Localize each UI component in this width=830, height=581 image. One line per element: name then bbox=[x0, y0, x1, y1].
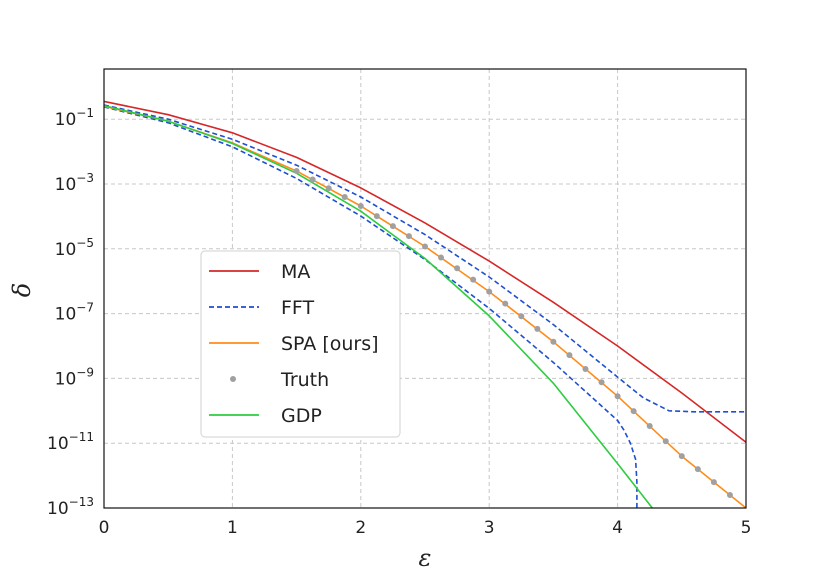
y-tick-label: 10−3 bbox=[55, 171, 94, 195]
legend-label: GDP bbox=[281, 405, 322, 427]
x-tick-label: 4 bbox=[612, 518, 623, 538]
x-tick-label: 5 bbox=[741, 518, 752, 538]
y-tick-label: 10−9 bbox=[55, 365, 94, 389]
truth-marker bbox=[630, 408, 637, 415]
truth-marker bbox=[373, 213, 380, 220]
x-tick-label: 2 bbox=[355, 518, 366, 538]
y-tick-label: 10−1 bbox=[55, 106, 94, 130]
legend-label: SPA [ours] bbox=[281, 333, 379, 355]
truth-marker bbox=[646, 423, 653, 430]
legend-label: MA bbox=[281, 261, 310, 283]
legend: MA FFT SPA [ours] Truth GDP bbox=[200, 250, 401, 438]
truth-marker bbox=[293, 168, 300, 175]
x-tick-label: 1 bbox=[227, 518, 238, 538]
truth-marker bbox=[726, 492, 733, 499]
truth-marker bbox=[357, 203, 364, 210]
truth-marker bbox=[518, 313, 525, 320]
y-tick-label: 10−13 bbox=[47, 495, 94, 519]
truth-marker bbox=[309, 176, 316, 183]
truth-marker bbox=[389, 223, 396, 230]
truth-marker bbox=[694, 466, 701, 473]
truth-marker bbox=[662, 438, 669, 445]
truth-marker bbox=[614, 393, 621, 400]
x-tick-label: 3 bbox=[484, 518, 495, 538]
series-line-ma bbox=[104, 100, 746, 443]
series-line-gdp bbox=[104, 104, 653, 508]
y-tick-label: 10−5 bbox=[55, 236, 94, 260]
y-tick-label: 10−11 bbox=[47, 430, 94, 454]
truth-marker bbox=[678, 453, 685, 460]
truth-marker bbox=[710, 479, 717, 486]
legend-box bbox=[200, 250, 401, 438]
truth-marker bbox=[534, 325, 541, 332]
truth-marker bbox=[438, 254, 445, 261]
legend-marker bbox=[230, 376, 236, 382]
series-line-fft bbox=[104, 106, 638, 508]
truth-marker bbox=[502, 300, 509, 307]
y-axis-label: δ bbox=[8, 283, 36, 297]
legend-label: FFT bbox=[281, 297, 315, 319]
truth-marker bbox=[566, 352, 573, 359]
truth-marker bbox=[470, 276, 477, 283]
truth-marker bbox=[454, 265, 461, 272]
truth-marker bbox=[582, 366, 589, 373]
truth-marker bbox=[341, 193, 348, 200]
series-line-spa-ours bbox=[104, 105, 746, 508]
legend-label: Truth bbox=[280, 369, 329, 391]
x-axis-label: ε bbox=[419, 544, 432, 572]
truth-marker bbox=[486, 288, 493, 295]
truth-marker bbox=[598, 379, 605, 386]
plot-area bbox=[104, 100, 746, 508]
y-tick-label: 10−7 bbox=[55, 301, 94, 325]
truth-marker bbox=[422, 243, 428, 250]
x-tick-label: 0 bbox=[99, 518, 110, 538]
truth-marker bbox=[325, 185, 332, 192]
series-line-fft bbox=[104, 104, 746, 413]
plot-frame bbox=[103, 68, 747, 509]
truth-marker bbox=[405, 233, 412, 240]
axes: 0 1 2 3 4 5 10−1 10−3 10−5 10−7 10−9 10−11 10−13 bbox=[47, 68, 752, 538]
truth-marker bbox=[550, 338, 557, 345]
